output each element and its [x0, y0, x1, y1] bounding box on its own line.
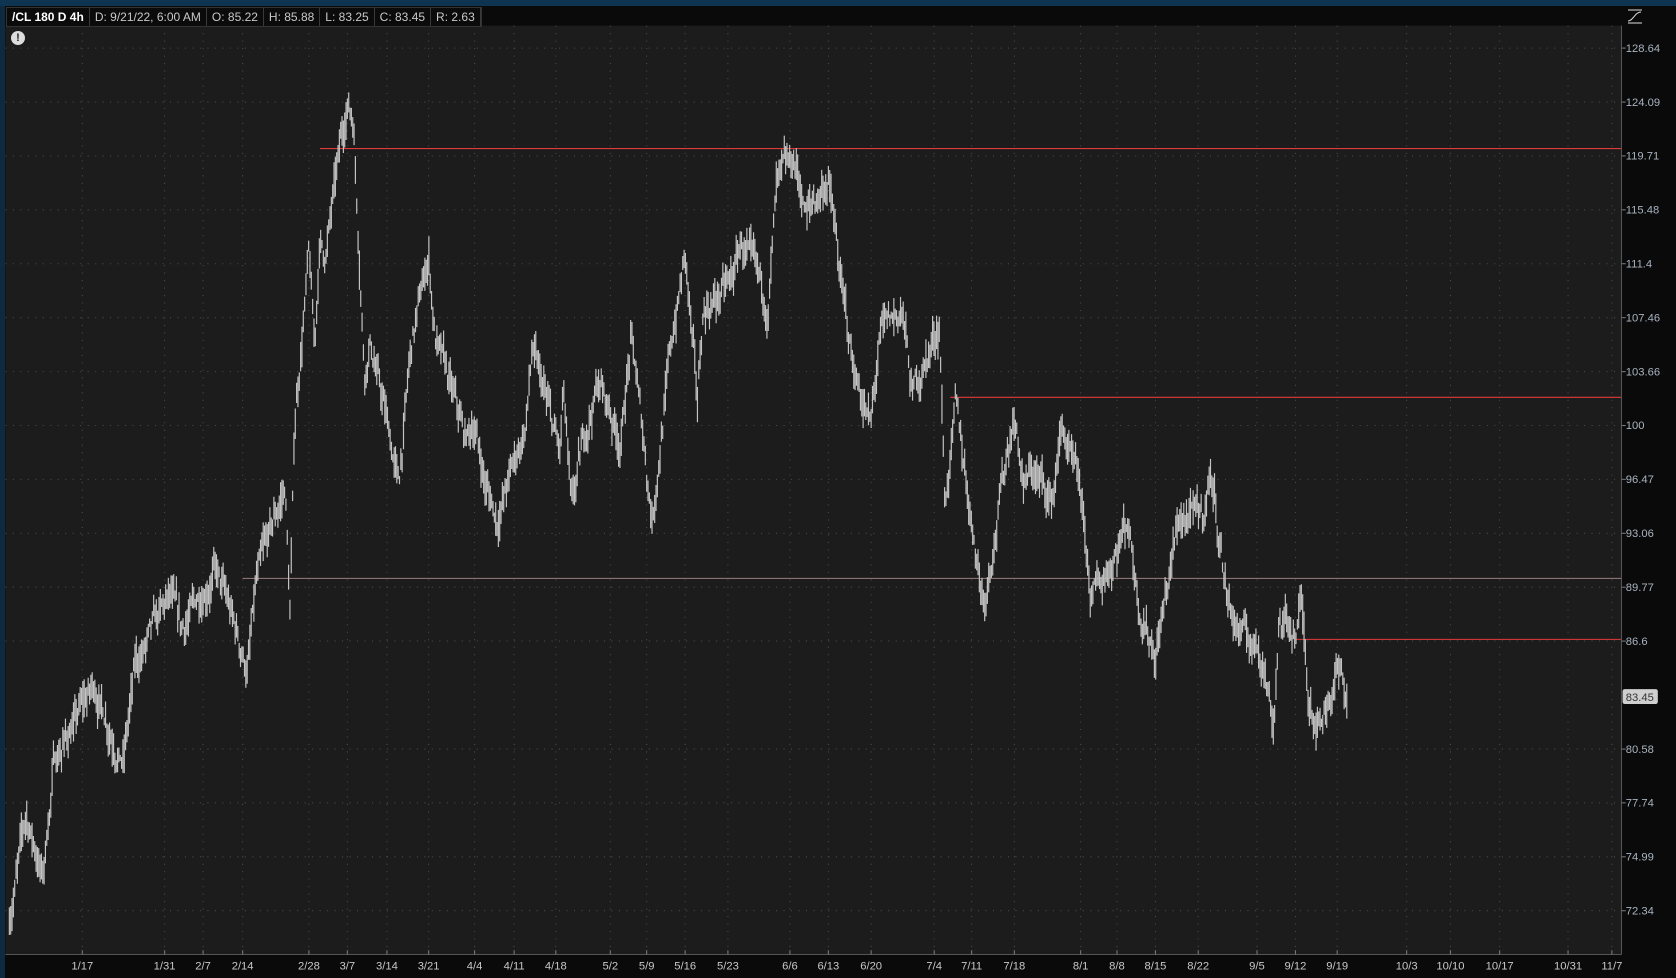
time-tick-label: 4/11	[504, 960, 525, 972]
price-tick-label: 111.4	[1626, 258, 1652, 270]
horizontal-levels	[242, 148, 1622, 640]
price-tick-label: 74.99	[1626, 852, 1654, 864]
time-tick-label: 9/19	[1326, 960, 1348, 972]
study-curve-icon[interactable]	[1626, 8, 1644, 24]
time-tick-label: 3/7	[340, 960, 356, 972]
price-tick-label: 86.6	[1626, 636, 1648, 648]
exclamation-circle-icon[interactable]: !	[11, 31, 25, 45]
high-value: H: 85.88	[264, 8, 321, 26]
price-tick-label: 72.34	[1626, 905, 1654, 917]
price-tick-label: 100	[1626, 420, 1645, 432]
price-tick-label: 77.74	[1626, 798, 1654, 810]
time-tick-label: 8/1	[1073, 960, 1089, 972]
symbol-label[interactable]: /CL 180 D 4h	[7, 8, 90, 26]
time-tick-label: 6/6	[782, 960, 798, 972]
price-bars	[8, 92, 1348, 936]
time-tick-label: 10/3	[1396, 960, 1418, 972]
price-tick-label: 96.47	[1626, 474, 1654, 486]
time-tick-label: 6/13	[817, 960, 839, 972]
time-tick-label: 3/21	[418, 960, 440, 972]
time-tick-label: 10/17	[1486, 960, 1514, 972]
current-price-label: 83.45	[1622, 689, 1658, 705]
time-tick-label: 2/28	[298, 960, 320, 972]
price-tick-label: 115.48	[1626, 205, 1659, 217]
price-tick-label: 89.77	[1626, 582, 1654, 594]
price-tick-label: 119.71	[1626, 151, 1659, 163]
time-tick-label: 5/2	[603, 960, 619, 972]
chart-header: /CL 180 D 4h D: 9/21/22, 6:00 AM O: 85.2…	[6, 7, 482, 27]
time-tick-label: 3/14	[376, 960, 398, 972]
price-axis: 128.64 124.09 119.71 115.48 111.4 107.46 103.6…	[1621, 43, 1660, 917]
time-axis: 1/17 1/31 2/7 2/14 2/28 3/7 3/14 3/21 4/4 4/11 4/1…	[71, 950, 1622, 972]
price-tick-label: 124.09	[1626, 97, 1660, 109]
price-tick-label: 93.06	[1626, 528, 1654, 540]
time-tick-label: 1/17	[71, 960, 93, 972]
time-tick-label: 9/5	[1249, 960, 1265, 972]
range-value: R: 2.63	[431, 8, 481, 26]
bar-date: D: 9/21/22, 6:00 AM	[90, 8, 207, 26]
price-tick-label: 107.46	[1626, 312, 1660, 324]
time-tick-label: 8/8	[1109, 960, 1125, 972]
time-tick-label: 8/15	[1145, 960, 1167, 972]
time-tick-label: 5/23	[717, 960, 739, 972]
time-tick-label: 8/22	[1187, 960, 1209, 972]
left-panel-edge	[0, 6, 5, 978]
plot-area	[5, 25, 1622, 955]
open-value: O: 85.22	[207, 8, 264, 26]
time-tick-label: 1/31	[154, 960, 176, 972]
time-tick-label: 10/10	[1436, 960, 1464, 972]
time-tick-label: 5/16	[674, 960, 696, 972]
top-toolbar-strip	[0, 0, 1676, 6]
low-value: L: 83.25	[320, 8, 375, 26]
time-tick-label: 4/4	[467, 960, 483, 972]
close-value: C: 83.45	[375, 8, 432, 26]
time-tick-label: 10/31	[1554, 960, 1582, 972]
time-tick-label: 2/14	[232, 960, 254, 972]
time-tick-label: 6/20	[860, 960, 882, 972]
price-tick-label: 103.66	[1626, 366, 1660, 378]
price-tick-label: 128.64	[1626, 43, 1660, 55]
time-tick-label: 5/9	[639, 960, 655, 972]
price-tick-label: 80.58	[1626, 744, 1654, 756]
time-tick-label: 11/7	[1601, 960, 1622, 972]
time-tick-label: 4/18	[545, 960, 567, 972]
time-tick-label: 7/18	[1003, 960, 1025, 972]
grid-lines	[5, 25, 1622, 955]
time-tick-label: 7/4	[926, 960, 942, 972]
current-price-text: 83.45	[1626, 692, 1654, 704]
time-tick-label: 9/12	[1285, 960, 1307, 972]
time-tick-label: 2/7	[195, 960, 211, 972]
time-tick-label: 7/11	[961, 960, 982, 972]
